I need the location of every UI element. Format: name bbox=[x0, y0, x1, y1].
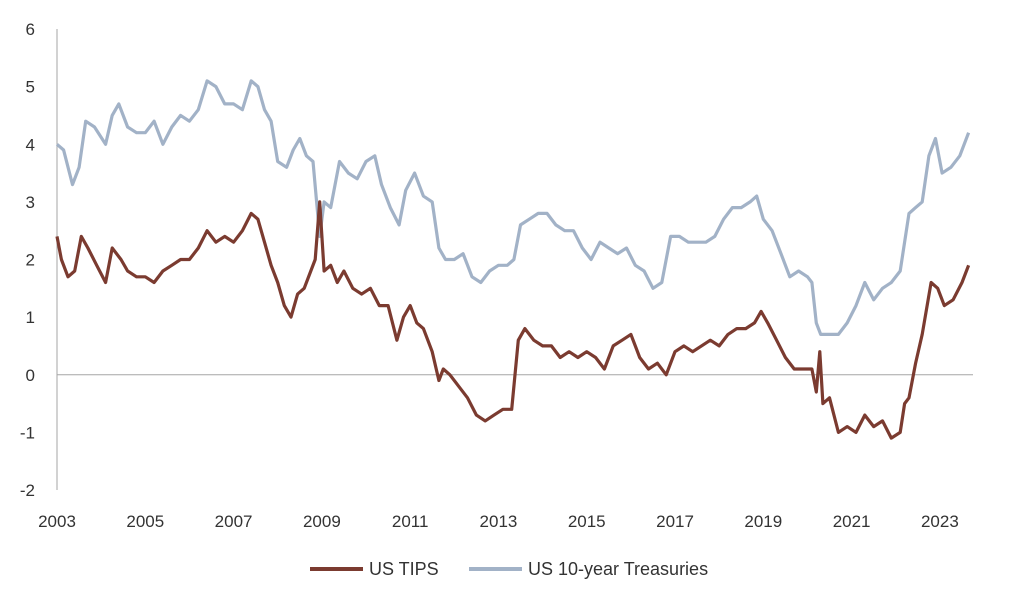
y-tick-label: 6 bbox=[26, 20, 35, 39]
y-tick-label: -2 bbox=[20, 481, 35, 500]
legend-item-us-tips: US TIPS bbox=[310, 559, 439, 579]
x-tick-label: 2007 bbox=[215, 512, 253, 531]
y-tick-label: 4 bbox=[26, 135, 35, 154]
x-tick-label: 2003 bbox=[38, 512, 76, 531]
y-tick-label: -1 bbox=[20, 423, 35, 442]
x-tick-label: 2011 bbox=[392, 512, 429, 531]
x-tick-label: 2009 bbox=[303, 512, 341, 531]
y-tick-label: 2 bbox=[26, 251, 35, 270]
legend: US TIPS US 10-year Treasuries bbox=[310, 559, 708, 579]
x-tick-label: 2005 bbox=[126, 512, 164, 531]
x-tick-label: 2019 bbox=[744, 512, 782, 531]
y-tick-label: 1 bbox=[26, 308, 35, 327]
legend-item-us-10-year-treasuries: US 10-year Treasuries bbox=[469, 559, 708, 579]
series-line-us-10-year-treasuries bbox=[55, 79, 971, 336]
series-line-us-tips bbox=[55, 200, 971, 440]
x-axis-ticks: 2003 2005 2007 2009 2011 2013 2015 2017 2019 2021… bbox=[38, 512, 959, 531]
x-tick-label: 2017 bbox=[656, 512, 694, 531]
y-axis-ticks: -2 -1 0 1 2 3 4 5 6 bbox=[20, 20, 35, 500]
y-tick-label: 0 bbox=[26, 366, 35, 385]
legend-label-us-tips: US TIPS bbox=[369, 559, 439, 579]
y-tick-label: 5 bbox=[26, 78, 35, 97]
y-tick-label: 3 bbox=[26, 193, 35, 212]
series-lines bbox=[55, 79, 971, 440]
x-tick-label: 2015 bbox=[568, 512, 606, 531]
legend-label-us-10-year-treasuries: US 10-year Treasuries bbox=[528, 559, 708, 579]
x-tick-label: 2013 bbox=[480, 512, 518, 531]
x-tick-label: 2023 bbox=[921, 512, 959, 531]
x-tick-label: 2021 bbox=[833, 512, 871, 531]
